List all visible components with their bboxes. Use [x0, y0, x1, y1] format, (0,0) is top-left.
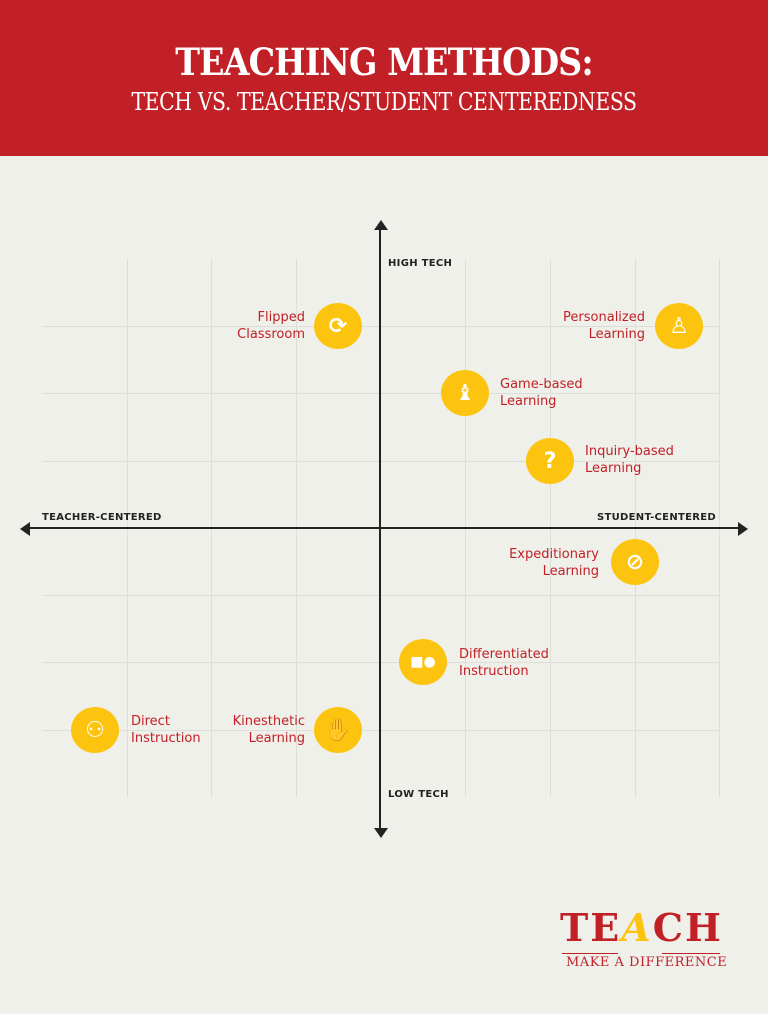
- method-label: Flipped Classroom: [237, 310, 305, 342]
- refresh-icon: ⟳: [314, 303, 362, 349]
- arrow-down-icon: [374, 828, 388, 838]
- page-subtitle: TECH VS. TEACHER/STUDENT CENTEREDNESS: [131, 88, 637, 116]
- shapes-icon: ■●: [399, 639, 447, 685]
- logo-tagline: MAKE A DIFFERENCE: [566, 955, 728, 970]
- axis-label-student-centered: STUDENT-CENTERED: [597, 512, 716, 523]
- compass-icon: ⊘: [611, 539, 659, 585]
- header: TEACHING METHODS: TECH VS. TEACHER/STUDE…: [0, 0, 768, 156]
- method-label: Personalized Learning: [563, 310, 645, 342]
- method-label: Direct Instruction: [131, 714, 201, 746]
- method-label: Kinesthetic Learning: [232, 714, 305, 746]
- method-label: Differentiated Instruction: [459, 647, 549, 679]
- chess-bishop-icon: ♝: [441, 370, 489, 416]
- question-bubble-icon: ?: [526, 438, 574, 484]
- axis-label-teacher-centered: TEACHER-CENTERED: [42, 512, 162, 523]
- horizontal-axis: [24, 527, 741, 529]
- method-label: Expeditionary Learning: [509, 547, 599, 579]
- arrow-up-icon: [374, 220, 388, 230]
- axis-label-low-tech: LOW TECH: [388, 789, 449, 800]
- hand-icon: ✋: [314, 707, 362, 753]
- arrow-left-icon: [20, 522, 30, 536]
- arrow-right-icon: [738, 522, 748, 536]
- teach-logo: TEACH MAKE A DIFFERENCE: [560, 905, 727, 975]
- axis-label-high-tech: HIGH TECH: [388, 258, 453, 269]
- divider: [662, 953, 720, 954]
- person-icon: ♙: [655, 303, 703, 349]
- page-title: TEACHING METHODS:: [175, 40, 593, 84]
- method-label: Inquiry-based Learning: [585, 444, 674, 476]
- divider: [562, 953, 618, 954]
- method-label: Game-based Learning: [500, 377, 583, 409]
- logo-word: TEACH: [560, 905, 723, 950]
- vertical-axis: [379, 226, 381, 832]
- group-icon: ⚇: [71, 707, 119, 753]
